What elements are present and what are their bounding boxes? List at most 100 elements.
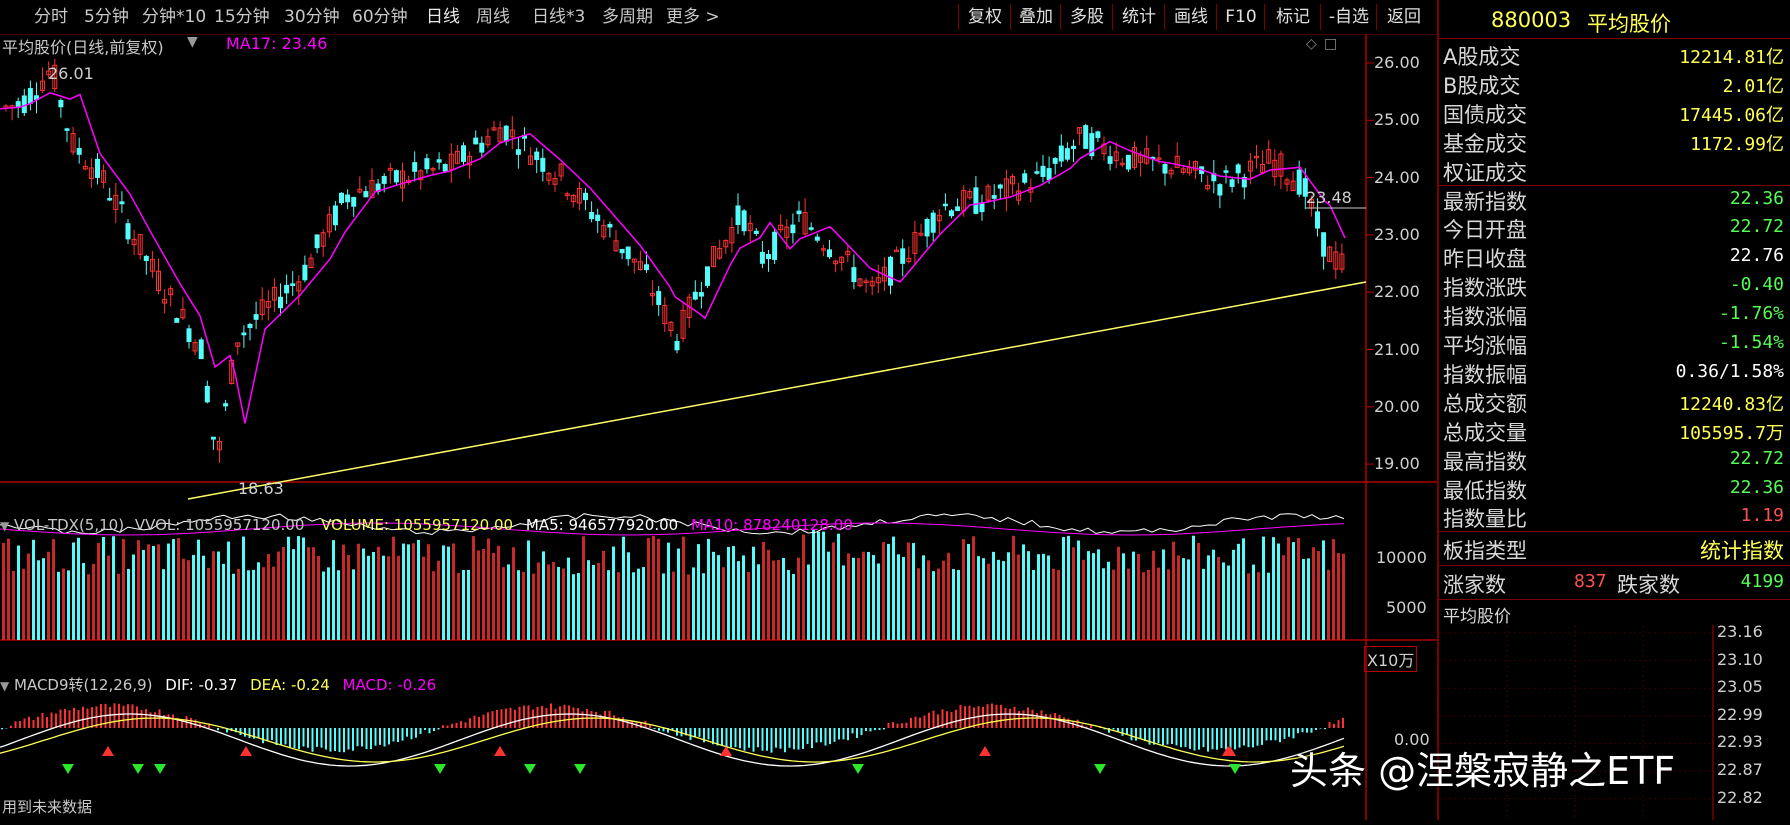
kline-chart-svg[interactable]	[0, 34, 1440, 820]
toolbar-action-2[interactable]: 多股	[1060, 4, 1113, 30]
divider	[1439, 599, 1790, 600]
period-tab-10[interactable]: 更多 >	[666, 7, 720, 27]
volume-bar	[1232, 549, 1235, 640]
volume-bar	[657, 538, 660, 640]
quote-row-0: A股成交 12214.81亿	[1439, 40, 1790, 69]
candle-body	[747, 222, 753, 232]
candle-body	[137, 234, 143, 255]
macd-axis-zero: 0.00	[1394, 730, 1430, 749]
volume-bar	[837, 533, 840, 640]
candle-body	[131, 239, 137, 246]
toolbar-action-5[interactable]: F10	[1216, 4, 1265, 30]
volume-bar	[622, 536, 625, 640]
buy-signal-arrow	[852, 764, 864, 774]
candle-body	[576, 187, 582, 204]
candle-body	[369, 179, 375, 199]
toolbar-action-4[interactable]: 画线	[1164, 4, 1217, 30]
toolbar-action-3[interactable]: 统计	[1112, 4, 1165, 30]
volume-bar	[1057, 569, 1060, 640]
volume-bar	[442, 545, 445, 640]
macd-settings-icon[interactable]: ▼	[0, 679, 10, 693]
volume-bar	[372, 552, 375, 640]
volume-bar	[677, 548, 680, 640]
volume-bar	[842, 565, 845, 640]
mini-axis-label-5: 22.87	[1717, 760, 1763, 779]
candle-body	[863, 280, 869, 284]
toolbar-action-1[interactable]: 叠加	[1010, 4, 1061, 30]
volume-bar	[302, 537, 305, 640]
vol-ma5-line	[0, 513, 1345, 536]
period-tab-7[interactable]: 周线	[476, 7, 510, 27]
volume-bar	[762, 541, 765, 640]
volume-bar	[867, 551, 870, 640]
quote-row-8: 指数涨跌 -0.40	[1439, 271, 1790, 300]
period-tab-0[interactable]: 分时	[34, 7, 68, 27]
candle-body	[894, 249, 900, 253]
chart-settings-icon[interactable]: ▼	[187, 34, 198, 50]
last-price-marker: 23.48	[1306, 188, 1352, 207]
candle-body	[924, 219, 930, 237]
period-tab-9[interactable]: 多周期	[602, 7, 653, 27]
candle-body	[1162, 164, 1168, 174]
volume-bar	[177, 538, 180, 640]
volume-bar	[997, 559, 1000, 640]
volume-bar	[497, 545, 500, 640]
volume-bar	[182, 558, 185, 640]
window-toggle-icon[interactable]: □	[1324, 36, 1338, 52]
mini-intraday-chart[interactable]	[1439, 625, 1790, 820]
volume-bar	[1112, 569, 1115, 640]
volume-bar	[1252, 564, 1255, 640]
volume-bar	[132, 554, 135, 640]
volume-bar	[312, 547, 315, 640]
volume-bar	[267, 553, 270, 640]
quote-row-6: 今日开盘 22.72	[1439, 213, 1790, 242]
quote-row-value: 2.01亿	[1722, 75, 1784, 97]
period-tab-4[interactable]: 30分钟	[284, 7, 340, 27]
candle-body	[424, 158, 430, 170]
chart-area[interactable]: 平均股价(日线,前复权) ▼ MA17: 23.46 ◇ □ 26.01 18.…	[0, 34, 1440, 820]
volume-bar	[1162, 549, 1165, 640]
period-tab-8[interactable]: 日线*3	[532, 7, 586, 27]
mini-axis-label-0: 23.16	[1717, 622, 1763, 641]
toolbar-action-8[interactable]: 返回	[1376, 4, 1431, 30]
volume-bar	[812, 529, 815, 640]
quote-row-label: 基金成交	[1443, 131, 1527, 156]
volume-bar	[797, 557, 800, 640]
diamond-icon[interactable]: ◇	[1306, 36, 1317, 52]
period-tab-6[interactable]: 日线	[426, 7, 460, 27]
toolbar-action-0[interactable]: 复权	[958, 4, 1011, 30]
candle-body	[46, 70, 52, 76]
volume-bar	[1287, 537, 1290, 640]
candle-body	[552, 178, 558, 185]
candle-body	[1174, 155, 1180, 169]
volume-bar	[477, 550, 480, 640]
toolbar-action-7[interactable]: -自选	[1320, 4, 1377, 30]
volume-bar	[252, 569, 255, 640]
volume-bar	[262, 567, 265, 640]
volume-settings-icon[interactable]: ▼	[0, 519, 10, 533]
period-tab-5[interactable]: 60分钟	[352, 7, 408, 27]
candle-body	[1217, 184, 1223, 196]
candle-body	[296, 281, 302, 292]
candle-body	[162, 298, 168, 304]
volume-bar	[352, 569, 355, 640]
divider	[1439, 184, 1790, 186]
candle-body	[436, 159, 442, 163]
volume-bar	[1167, 569, 1170, 640]
volume-bar	[807, 564, 810, 640]
toolbar-action-6[interactable]: 标记	[1264, 4, 1321, 30]
period-tab-1[interactable]: 5分钟	[84, 7, 129, 27]
volume-bar	[832, 542, 835, 640]
candle-body	[564, 193, 570, 197]
volume-bar	[992, 551, 995, 640]
candle-body	[64, 128, 70, 131]
candle-body	[1016, 190, 1022, 201]
volume-bar	[1132, 551, 1135, 640]
period-tab-3[interactable]: 15分钟	[214, 7, 270, 27]
quote-row-1: B股成交 2.01亿	[1439, 69, 1790, 98]
candle-body	[345, 194, 351, 203]
volume-bar	[207, 567, 210, 640]
dea-line	[0, 717, 1345, 763]
period-tab-2[interactable]: 分钟*10	[142, 7, 207, 27]
volume-bar	[667, 542, 670, 640]
